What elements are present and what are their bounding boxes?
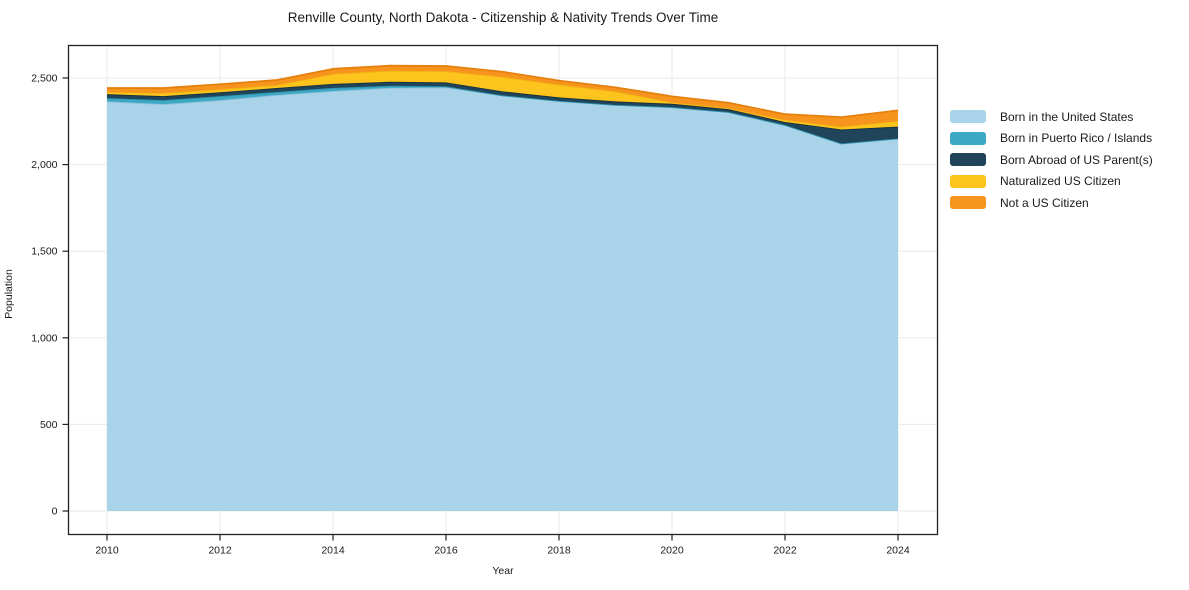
legend-swatch [950,153,986,167]
legend-swatch [950,196,986,210]
legend-item[interactable]: Born in the United States [950,106,1153,128]
area-band-3 [107,70,898,130]
legend-label: Born Abroad of US Parent(s) [1000,152,1153,167]
y-tick-label: 2,000 [31,159,57,171]
x-tick-label: 2010 [95,545,119,557]
area-line-4 [107,64,899,119]
x-tick-label: 2020 [660,545,684,557]
legend-label: Naturalized US Citizen [1000,174,1121,189]
y-tick-label: 1,500 [31,246,57,258]
area-band-0 [107,87,898,512]
x-tick-label: 2024 [886,545,910,557]
area-band-4 [107,65,898,127]
legend-item[interactable]: Born Abroad of US Parent(s) [950,149,1153,171]
y-tick-label: 500 [40,419,58,431]
x-axis-label: Year [492,565,514,577]
legend-swatch [950,131,986,145]
x-tick-label: 2022 [773,545,797,557]
legend-item[interactable]: Not a US Citizen [950,192,1153,214]
legend-label: Born in Puerto Rico / Islands [1000,131,1153,146]
x-tick-label: 2012 [208,545,232,557]
legend-item[interactable]: Naturalized US Citizen [950,171,1153,193]
legend-label: Born in the United States [1000,109,1134,124]
y-tick-label: 2,500 [31,73,57,85]
x-tick-label: 2018 [547,545,571,557]
legend-label: Not a US Citizen [1000,195,1089,210]
legend: Born in the United States Born in Puerto… [950,106,1153,214]
plot-border [67,44,939,536]
legend-swatch [950,110,986,124]
chart-title: Renville County, North Dakota - Citizens… [287,10,719,25]
y-tick-label: 1,000 [31,332,57,344]
x-tick-label: 2014 [321,545,345,557]
x-tick-label: 2016 [434,545,458,557]
legend-item[interactable]: Born in Puerto Rico / Islands [950,128,1153,150]
legend-swatch [950,174,986,188]
y-tick-label: 0 [52,506,58,518]
